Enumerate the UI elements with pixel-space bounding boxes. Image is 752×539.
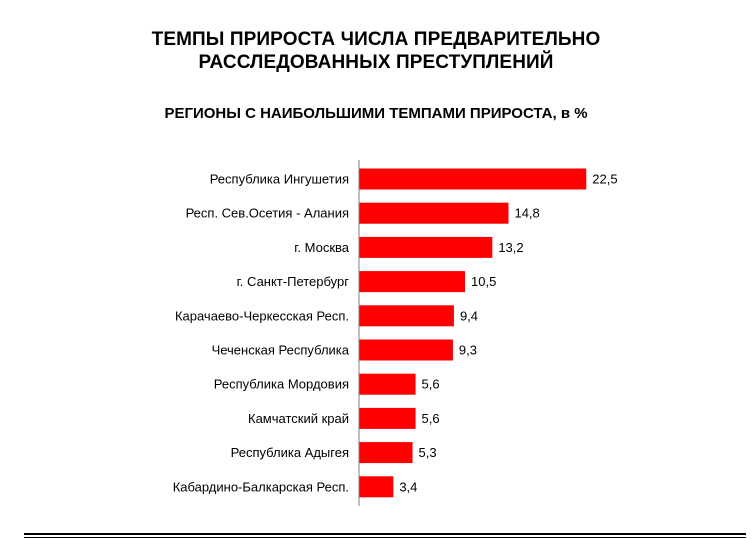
data-label: 22,5 [592, 172, 617, 187]
bar [359, 305, 454, 327]
data-label: 5,3 [419, 445, 437, 460]
chart-subtitle: РЕГИОНЫ С НАИБОЛЬШИМИ ТЕМПАМИ ПРИРОСТА, … [164, 105, 588, 122]
category-label: Кабардино-Балкарская Респ. [173, 479, 349, 494]
bar [359, 271, 466, 293]
data-label: 3,4 [399, 479, 417, 494]
data-label: 14,8 [514, 206, 539, 221]
data-label: 9,3 [459, 343, 477, 358]
category-label: г. Санкт-Петербург [237, 274, 350, 289]
bar [359, 339, 453, 361]
chart-title: ТЕМПЫ ПРИРОСТА ЧИСЛА ПРЕДВАРИТЕЛЬНО РАСС… [0, 28, 752, 74]
chart-title-line-1: ТЕМПЫ ПРИРОСТА ЧИСЛА ПРЕДВАРИТЕЛЬНО [151, 29, 601, 50]
footer-rule-thin [24, 537, 746, 538]
category-label: Чеченская Республика [212, 343, 350, 358]
data-label: 13,2 [498, 240, 523, 255]
bar [359, 407, 416, 429]
bar [359, 202, 509, 224]
footer-rule-thick [24, 533, 746, 535]
bar [359, 236, 493, 258]
category-label: Респ. Сев.Осетия - Алания [186, 206, 349, 221]
bar [359, 476, 394, 498]
bar [359, 168, 587, 190]
category-label: Камчатский край [248, 411, 349, 426]
category-label: Республика Мордовия [214, 377, 349, 392]
bar [359, 442, 413, 464]
data-label: 5,6 [422, 377, 440, 392]
category-label: Республика Адыгея [231, 445, 349, 460]
data-label: 10,5 [471, 274, 496, 289]
data-label: 9,4 [460, 308, 478, 323]
category-label: г. Москва [294, 240, 350, 255]
category-label: Республика Ингушетия [210, 172, 349, 187]
category-label: Карачаево-Черкесская Респ. [175, 308, 349, 323]
bar [359, 373, 416, 395]
chart-title-line-2: РАССЛЕДОВАННЫХ ПРЕСТУПЛЕНИЙ [198, 52, 554, 73]
data-label: 5,6 [422, 411, 440, 426]
